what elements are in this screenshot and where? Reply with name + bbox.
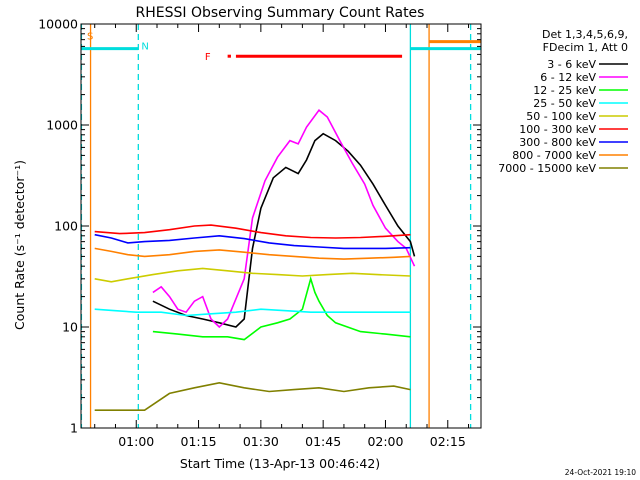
flag-label-N: N [141, 42, 148, 53]
y-tick-label-3: 1000 [46, 118, 78, 133]
series-line-7000-15000keV [94, 381, 411, 412]
legend-entry-label-2: 12 - 25 keV [533, 84, 596, 97]
plot-background [81, 24, 481, 428]
x-tick-label-1: 01:15 [181, 434, 217, 449]
series-line-6-12keV [152, 109, 416, 329]
legend-entry-label-0: 3 - 6 keV [547, 58, 596, 71]
y-tick-label-1: 10 [62, 320, 78, 335]
legend-entry-label-3: 25 - 50 keV [533, 97, 596, 110]
legend-entry-label-5: 100 - 300 keV [519, 123, 596, 136]
series-line-100-300keV [94, 224, 411, 239]
x-tick-label-3: 01:45 [305, 434, 341, 449]
legend: Det 1,3,4,5,6,9, FDecim 1, Att 0 3 - 6 k… [498, 28, 628, 175]
x-tick-label-5: 02:15 [430, 434, 466, 449]
legend-entry-label-1: 6 - 12 keV [540, 71, 596, 84]
legend-header-line-1: Det 1,3,4,5,6,9, [542, 28, 628, 41]
legend-entry-label-7: 800 - 7000 keV [512, 149, 596, 162]
x-axis-label: Start Time (13-Apr-13 00:46:42) [180, 456, 380, 471]
series-line-12-25keV [152, 275, 411, 341]
legend-entry-label-4: 50 - 100 keV [526, 110, 596, 123]
flag-layer: S N F [81, 32, 481, 63]
legend-entry-label-8: 7000 - 15000 keV [498, 162, 596, 175]
plot-area [80, 24, 481, 428]
axes-layer: 1 10 100 1000 10000 01:00 01:15 01:30 01:45 02:00… [38, 17, 482, 449]
flag-label-S: S [87, 32, 93, 43]
flag-label-F: F [205, 52, 211, 63]
y-tick-label-2: 100 [54, 219, 78, 234]
series-line-800-7000keV [94, 247, 411, 260]
x-tick-label-0: 01:00 [118, 434, 154, 449]
series-layer [94, 109, 416, 412]
chart-title: RHESSI Observing Summary Count Rates [136, 5, 425, 21]
series-line-25-50keV [94, 308, 411, 317]
y-tick-label-0: 1 [70, 421, 78, 436]
series-line-300-800keV [94, 233, 411, 250]
x-tick-label-4: 02:00 [367, 434, 403, 449]
legend-header-line-2: FDecim 1, Att 0 [543, 41, 628, 54]
legend-entry-label-6: 300 - 800 keV [519, 136, 596, 149]
y-tick-label-4: 10000 [38, 17, 78, 32]
series-line-50-100keV [94, 267, 411, 283]
footer-date: 24-Oct-2021 19:10 [565, 468, 636, 477]
y-axis-label: Count Rate (s⁻¹ detector⁻¹) [12, 160, 27, 330]
x-tick-label-2: 01:30 [243, 434, 279, 449]
